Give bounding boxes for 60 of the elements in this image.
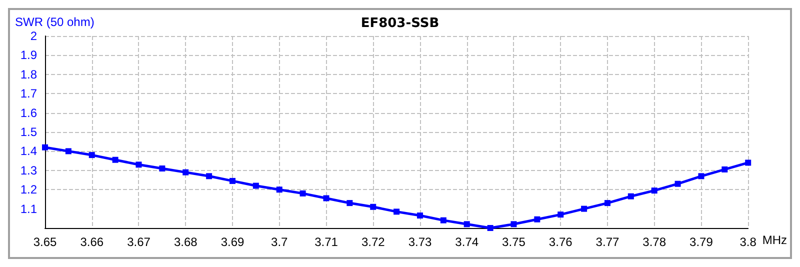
- point: [628, 193, 634, 200]
- point: [300, 190, 306, 196]
- x-tick-label: 3.78: [642, 235, 666, 249]
- x-tick-label: 3.71: [314, 235, 338, 249]
- point: [370, 204, 376, 210]
- point: [745, 160, 752, 166]
- y-tick-label: 2: [30, 29, 38, 43]
- x-axis-title: MHz: [762, 233, 788, 247]
- point: [534, 216, 540, 222]
- x-tick-label: 3.75: [502, 235, 526, 249]
- y-axis-title: SWR (50 ohm): [15, 15, 94, 29]
- point: [159, 165, 166, 172]
- y-tick-label: 1.4: [20, 144, 38, 158]
- point: [88, 152, 95, 158]
- point: [112, 156, 118, 163]
- point: [42, 144, 48, 150]
- y-tick-label: 1.9: [20, 48, 38, 62]
- x-tick-label: 3.79: [690, 235, 714, 249]
- point: [346, 200, 353, 206]
- x-tick-label: 3.7: [271, 235, 288, 249]
- x-tick-label: 3.65: [33, 235, 57, 249]
- point: [440, 217, 446, 224]
- x-tick-label: 3.74: [455, 235, 479, 249]
- y-tick-label: 1.6: [20, 106, 38, 120]
- x-tick-label: 3.73: [408, 235, 432, 249]
- y-tick-label: 1.5: [20, 125, 38, 139]
- point: [65, 148, 72, 154]
- y-tick-label: 1.7: [20, 86, 38, 101]
- point: [722, 166, 728, 172]
- point: [674, 180, 681, 187]
- point: [252, 182, 259, 189]
- x-tick-label: 3.66: [80, 235, 104, 249]
- y-tick-label: 1.1: [20, 202, 38, 216]
- point: [487, 225, 494, 231]
- y-tick-label: 1.2: [20, 182, 38, 197]
- x-tick-label: 3.8: [740, 235, 757, 249]
- x-tick-label: 3.67: [127, 235, 151, 249]
- point: [558, 212, 564, 218]
- point: [604, 200, 610, 206]
- point: [182, 169, 189, 176]
- point: [698, 173, 704, 180]
- chart-title: EF803-SSB: [360, 16, 440, 31]
- point: [394, 208, 400, 215]
- x-tick-label: 3.68: [174, 235, 198, 249]
- point: [464, 221, 470, 228]
- point: [416, 212, 423, 219]
- y-tick-label: 1.8: [20, 67, 38, 82]
- x-tick-label: 3.69: [220, 235, 244, 249]
- point: [581, 206, 588, 212]
- x-tick-label: 3.77: [596, 235, 620, 249]
- point: [136, 162, 142, 168]
- point: [206, 173, 212, 180]
- point: [229, 178, 236, 184]
- point: [651, 188, 658, 194]
- point: [276, 186, 282, 193]
- x-tick-label: 3.72: [361, 235, 386, 249]
- x-tick-label: 3.76: [548, 235, 573, 249]
- point: [323, 195, 330, 202]
- point: [510, 221, 517, 228]
- y-tick-label: 1.3: [20, 163, 38, 178]
